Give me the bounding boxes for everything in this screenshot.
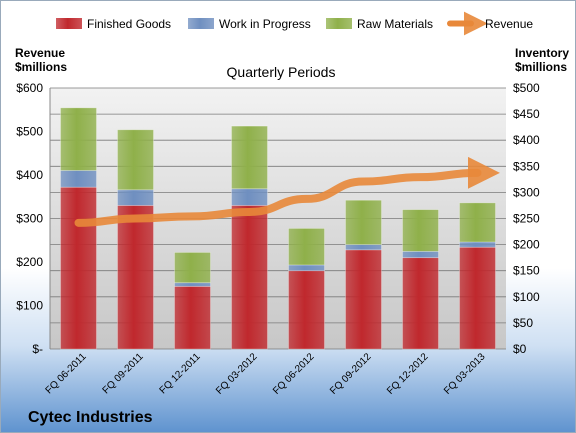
- chart-title: Quarterly Periods: [227, 64, 336, 80]
- category-label: FQ 06-2012: [271, 351, 317, 397]
- bar-segment: [60, 170, 97, 188]
- right-axis-label: Inventory: [515, 46, 569, 60]
- bar-segment: [288, 270, 325, 350]
- bar-segment: [459, 241, 496, 248]
- legend-label: Finished Goods: [87, 17, 171, 31]
- left-tick-label: $200: [16, 255, 43, 269]
- right-axis-label-unit: $millions: [515, 60, 567, 74]
- bar-segment: [117, 205, 154, 350]
- bar-segment: [231, 125, 268, 190]
- legend-swatch: [326, 18, 352, 29]
- revenue-line: [74, 156, 500, 227]
- bar-segment: [402, 209, 439, 252]
- bar-segment: [231, 205, 268, 350]
- left-tick-label: $400: [16, 168, 43, 182]
- left-tick-label: $-: [32, 342, 43, 356]
- left-tick-label: $100: [16, 299, 43, 313]
- legend-swatch: [56, 18, 82, 29]
- bar-segment: [345, 249, 382, 350]
- right-tick-label: $400: [513, 133, 540, 147]
- bar-segment: [402, 257, 439, 350]
- category-label: FQ 09-2011: [101, 351, 146, 396]
- category-label: FQ 12-2011: [158, 351, 203, 396]
- category-label: FQ 06-2011: [44, 351, 89, 396]
- bar-segment: [459, 246, 496, 350]
- right-tick-label: $150: [513, 264, 540, 278]
- bar-segment: [174, 285, 211, 350]
- bar-segment: [60, 107, 97, 171]
- bar-segment: [288, 264, 325, 272]
- right-tick-label: $500: [513, 81, 540, 95]
- left-tick-label: $600: [16, 81, 43, 95]
- bar-segment: [231, 188, 268, 206]
- bar-segment: [174, 252, 211, 284]
- bar-segment: [117, 129, 154, 191]
- bar-segment: [402, 250, 439, 259]
- right-tick-label: $200: [513, 238, 540, 252]
- left-axis-label-unit: $millions: [15, 60, 67, 74]
- company-name: Cytec Industries: [28, 409, 153, 426]
- right-tick-label: $350: [513, 159, 540, 173]
- bar-segment: [174, 282, 211, 287]
- legend-label: Work in Progress: [219, 17, 311, 31]
- right-tick-label: $300: [513, 185, 540, 199]
- right-tick-label: $0: [513, 342, 527, 356]
- bar-segment: [288, 228, 325, 266]
- legend-swatch: [188, 18, 214, 29]
- legend-label: Raw Materials: [357, 17, 433, 31]
- bar-segment: [345, 199, 382, 245]
- bar-segment: [117, 189, 154, 206]
- left-axis-label: Revenue: [15, 46, 65, 60]
- bar-segment: [459, 202, 496, 243]
- left-tick-label: $300: [16, 212, 43, 226]
- right-tick-label: $100: [513, 290, 540, 304]
- bar-segment: [60, 186, 97, 350]
- right-tick-label: $450: [513, 107, 540, 121]
- category-label: FQ 03-2013: [442, 351, 488, 397]
- category-label: FQ 12-2012: [385, 351, 431, 397]
- left-tick-label: $500: [16, 125, 43, 139]
- category-label: FQ 03-2012: [214, 351, 260, 397]
- category-label: FQ 09-2012: [328, 351, 374, 397]
- right-tick-label: $50: [513, 316, 533, 330]
- right-tick-label: $250: [513, 212, 540, 226]
- bar-segment: [345, 244, 382, 251]
- legend-label: Revenue: [485, 17, 533, 31]
